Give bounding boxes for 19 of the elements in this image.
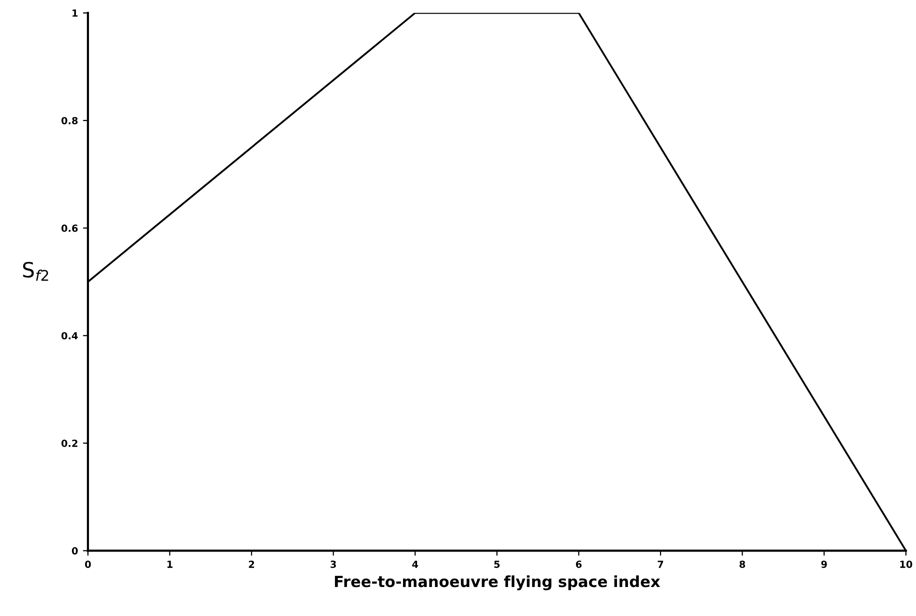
y-tick-label: 0.4 bbox=[61, 332, 78, 340]
x-tick-label: 10 bbox=[900, 560, 912, 568]
x-tick-label: 5 bbox=[494, 560, 500, 568]
x-tick-label: 4 bbox=[412, 560, 418, 568]
x-tick-label: 6 bbox=[576, 560, 582, 568]
y-axis-title: S$_{f2}$ bbox=[23, 262, 48, 281]
x-tick-label: 9 bbox=[821, 560, 827, 568]
x-tick-label: 1 bbox=[167, 560, 172, 568]
x-tick-label: 2 bbox=[248, 560, 254, 568]
x-tick-label: 0 bbox=[85, 560, 91, 568]
y-tick-label: 0.6 bbox=[61, 224, 78, 232]
y-tick-label: 0.8 bbox=[61, 116, 78, 124]
y-tick-label: 0.2 bbox=[61, 440, 78, 447]
x-tick-label: 3 bbox=[330, 560, 336, 568]
y-tick-label: 1 bbox=[72, 10, 78, 17]
x-axis-title: Free-to-manoeuvre flying space index bbox=[334, 575, 660, 590]
y-tick-label: 0 bbox=[72, 547, 78, 555]
x-tick-label: 8 bbox=[740, 560, 746, 568]
x-tick-label: 7 bbox=[658, 560, 664, 568]
